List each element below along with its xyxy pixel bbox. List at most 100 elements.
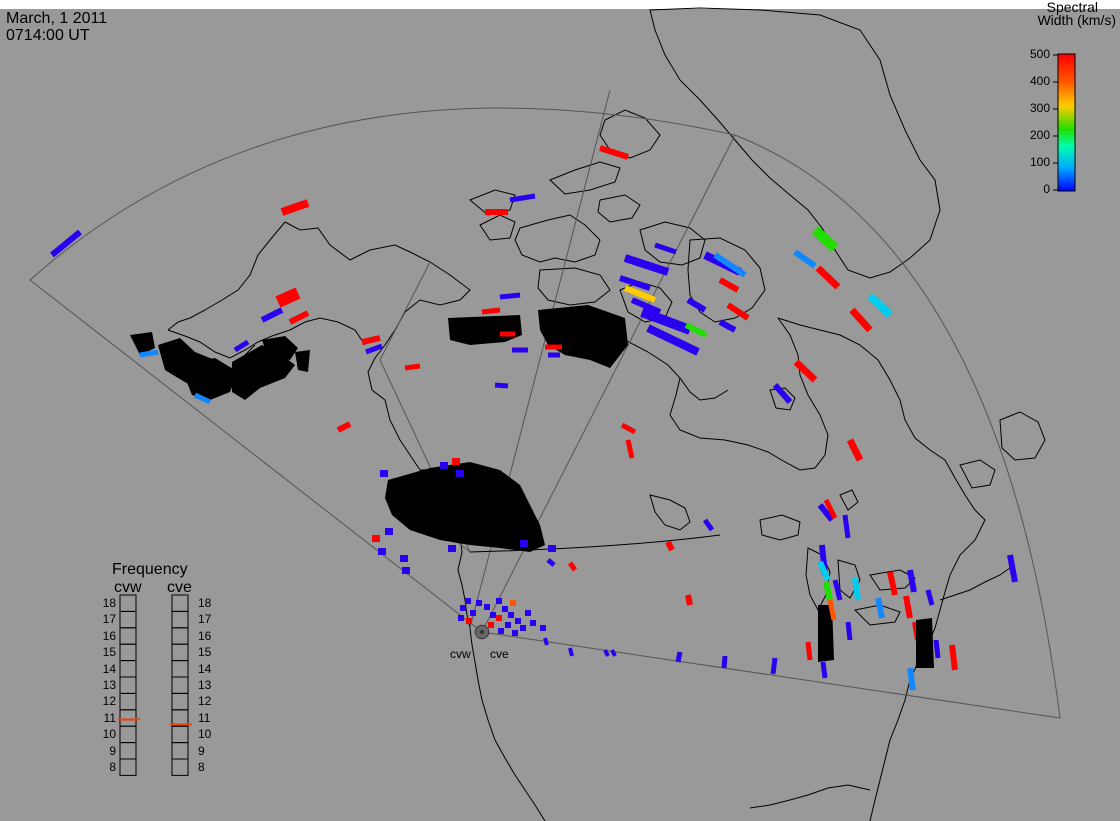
scatter-cell (546, 558, 556, 567)
scatter-cell (512, 347, 528, 353)
scatter-cell (949, 644, 958, 671)
scatter-cell (499, 292, 521, 300)
scatter-cell (832, 579, 843, 601)
frequency-tick-left: 16 (102, 628, 116, 643)
scatter-cell (548, 545, 556, 552)
frequency-ladder-cell (171, 742, 189, 760)
scatter-cell (849, 307, 873, 333)
scatter-cell (820, 661, 828, 679)
scatter-cell (193, 392, 212, 405)
frequency-tick-left: 15 (102, 645, 116, 660)
frequency-tick-left: 11 (103, 710, 116, 725)
scatter-cell (713, 252, 747, 278)
scatter-cell (686, 297, 707, 313)
scatter-cell (875, 597, 885, 619)
scatter-cell (458, 615, 464, 621)
frequency-title: Frequency (112, 561, 188, 578)
frequency-ladder-cell (119, 676, 137, 694)
frequency-ladder-cell (119, 692, 137, 711)
scatter-cell (933, 639, 941, 659)
frequency-ladder-cell (171, 594, 189, 612)
scatter-cell (793, 249, 817, 269)
frequency-tick-right: 18 (198, 596, 212, 610)
scatter-cell (827, 599, 837, 621)
scatter-cell (50, 229, 82, 258)
scatter-cell (619, 275, 651, 291)
scatter-cell (815, 265, 841, 290)
colorbar-tick-label: 0 (1043, 182, 1050, 196)
radar-field-of-view (29, 89, 1061, 719)
frequency-tick-left: 13 (102, 678, 116, 692)
frequency-tick-left: 17 (102, 612, 116, 627)
scatter-cell (568, 647, 574, 657)
scatter-cell (845, 621, 853, 641)
scatter-cell (640, 307, 692, 335)
scatter-cell (842, 514, 851, 539)
scatter-cell (623, 254, 670, 276)
scatter-cell (465, 598, 471, 604)
frequency-ladder-cell (119, 594, 137, 612)
scatter-cell (512, 630, 518, 636)
frequency-tick-left: 9 (109, 743, 116, 758)
scatter-cell (646, 324, 700, 356)
scatter-cell (385, 462, 545, 552)
scatter-cell (139, 349, 159, 358)
colorbar-title-line2: Width (km/s) (1037, 12, 1116, 28)
scatter-cell (718, 277, 740, 293)
scatter-cell (793, 359, 818, 383)
scatter-cell (488, 622, 494, 628)
scatter-cell (599, 145, 629, 160)
scatter-cell (548, 352, 560, 358)
scatter-cell (540, 625, 546, 631)
scatter-cell (1007, 554, 1018, 583)
colorbar-tick-label: 300 (1029, 101, 1050, 115)
colorbar-tick-label: 500 (1029, 47, 1050, 61)
scatter-cell (402, 567, 410, 574)
frequency-tick-right: 13 (198, 678, 212, 692)
scatter-cell (448, 545, 456, 552)
colorbar-tick-label: 200 (1029, 128, 1050, 142)
scatter-cell (509, 193, 536, 203)
scatter-cell (452, 458, 460, 465)
colorbar-tick-label: 400 (1029, 74, 1050, 88)
frequency-ladder-cell (171, 610, 189, 629)
scatter-cell (502, 606, 508, 612)
scatter-cell (378, 548, 386, 555)
frequency-ladder-cell (171, 692, 189, 711)
scatter-cell (684, 322, 708, 338)
frequency-tick-right: 11 (198, 710, 211, 725)
scatter-cell (484, 604, 490, 610)
frequency-ladder-cell (119, 725, 137, 744)
frequency-ladder-cell (171, 643, 189, 662)
scatter-cell (508, 612, 514, 618)
radar-label-cvw: cvw (450, 647, 471, 661)
scatter-cell (721, 655, 728, 669)
scatter-cell (466, 618, 472, 624)
scatter-cell (485, 209, 508, 215)
frequency-ladder-cell (119, 709, 137, 727)
scatter-cell (280, 199, 310, 216)
scatter-cell (903, 595, 913, 619)
scatter-cell (380, 470, 388, 477)
backscatter-cells (50, 145, 1018, 691)
scatter-cell (772, 383, 793, 404)
scatter-cell (654, 242, 677, 255)
scatter-cell (770, 657, 778, 675)
colorbar-ticks (1053, 54, 1058, 191)
scatter-cell (262, 336, 298, 360)
scatter-cell (525, 610, 531, 616)
scatter-cell (907, 667, 916, 691)
frequency-ladder-cell (171, 676, 189, 694)
scatter-cell (372, 535, 380, 542)
frequency-ladder-cell (171, 627, 189, 645)
scatter-cell (817, 560, 831, 582)
colorbar-title-line1: Spectral (1046, 0, 1098, 15)
frequency-ladder-cell (119, 610, 137, 629)
scatter-cell (481, 307, 501, 315)
frequency-tick-right: 10 (198, 727, 212, 742)
scatter-cell (500, 331, 515, 337)
frequency-tick-left: 8 (109, 760, 116, 774)
scatter-cell (404, 363, 421, 371)
